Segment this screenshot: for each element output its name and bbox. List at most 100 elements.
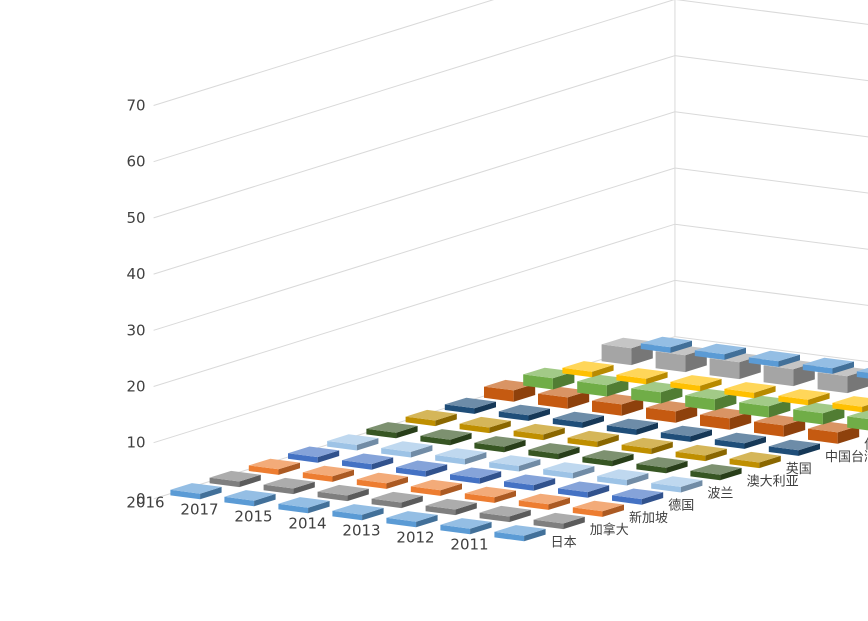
bar	[396, 460, 448, 477]
bar-top-face	[714, 432, 766, 444]
bar-side-face	[509, 509, 531, 523]
bar	[778, 389, 830, 406]
bar-front-face	[601, 344, 632, 366]
bar-side-face	[754, 385, 776, 399]
bar-top-face	[263, 477, 315, 489]
bar-front-face	[317, 491, 348, 502]
bar-top-face	[494, 525, 546, 536]
bar	[332, 504, 384, 521]
bar-front-face	[651, 483, 681, 493]
bar-front-face	[694, 350, 725, 360]
bar-top-face	[538, 386, 590, 398]
bar-top-face	[636, 457, 688, 468]
bar-front-face	[474, 442, 505, 453]
bar-front-face	[533, 519, 564, 530]
bar	[808, 421, 860, 444]
bar	[410, 479, 462, 496]
bar	[464, 486, 516, 503]
bar-front-face	[558, 488, 588, 498]
bar	[856, 367, 868, 379]
bar-side-face	[729, 411, 752, 430]
bar-front-face	[518, 500, 549, 510]
bar	[631, 381, 683, 404]
bar-side-face	[621, 397, 644, 416]
bar-top-face	[464, 486, 516, 498]
bar-top-face	[651, 476, 703, 487]
bar-side-face	[602, 504, 624, 517]
bar-side-face	[440, 483, 462, 496]
bar-top-face	[498, 404, 550, 416]
x-tick-label: 2013	[342, 521, 380, 539]
bar-top-face	[528, 443, 580, 454]
bar-side-face	[837, 425, 860, 444]
bar	[543, 462, 595, 479]
series-label: 中国台湾	[825, 449, 868, 465]
bar-side-face	[425, 464, 448, 477]
bar-front-face	[450, 474, 480, 484]
bar	[847, 409, 868, 431]
bar-front-face	[606, 425, 637, 435]
bar-side-face	[666, 460, 688, 474]
bar	[690, 464, 742, 481]
bar-side-face	[636, 422, 658, 435]
bar	[435, 448, 487, 465]
bar	[577, 374, 629, 397]
bar-top-face	[612, 488, 664, 500]
bar	[518, 493, 570, 510]
bar-side-face	[690, 429, 712, 442]
bar	[288, 446, 340, 463]
bar-front-face	[459, 423, 490, 434]
bar-front-face	[582, 456, 613, 467]
bar-front-face	[224, 496, 255, 507]
bar	[498, 404, 550, 421]
bar-front-face	[592, 400, 622, 416]
bar-side-face	[582, 415, 604, 428]
bar-top-face	[523, 367, 575, 379]
y-axis: 0 10 20 30 40 50 60 70	[126, 96, 145, 507]
bar-top-face	[366, 422, 418, 433]
bar-top-face	[606, 418, 658, 430]
x-tick-label: 2015	[234, 507, 272, 525]
gridline	[153, 0, 495, 106]
bar-front-face	[435, 455, 465, 465]
bar-front-face	[425, 505, 456, 516]
bar-top-face	[616, 368, 668, 379]
bar-top-face	[479, 505, 531, 517]
bar-front-face	[802, 364, 833, 374]
y-tick-label: 40	[126, 265, 145, 283]
bar-front-face	[332, 510, 363, 521]
bar	[646, 400, 698, 423]
bar-side-face	[543, 427, 565, 441]
bar	[729, 451, 781, 469]
bar-side-face	[714, 392, 737, 411]
bar	[459, 416, 511, 434]
bar-top-face	[489, 455, 541, 466]
bar-front-face	[670, 381, 701, 392]
bar	[317, 484, 369, 502]
bar-top-face	[646, 400, 698, 412]
bar-top-face	[459, 416, 511, 428]
bar	[489, 455, 541, 472]
bar-front-face	[832, 402, 863, 413]
bar-side-face	[808, 392, 830, 406]
bar-side-face	[646, 371, 668, 385]
bar-side-face	[474, 401, 496, 414]
bar-top-face	[700, 407, 752, 419]
bar-front-face	[381, 448, 411, 458]
bar	[444, 397, 496, 414]
bar-front-face	[631, 388, 661, 404]
y-tick-label: 30	[126, 321, 145, 339]
bar-top-face	[543, 462, 595, 473]
bar	[562, 361, 614, 378]
bar-top-face	[631, 381, 683, 393]
bar-front-face	[768, 446, 799, 456]
bar-top-face	[621, 437, 673, 449]
bar	[754, 414, 806, 437]
bar	[450, 467, 502, 484]
bar-front-face	[724, 388, 755, 399]
x-tick-label: 2012	[396, 528, 434, 546]
bar	[685, 388, 737, 411]
bar-front-face	[793, 409, 823, 425]
bar-side-face	[675, 404, 698, 423]
series-label: 加拿大	[590, 522, 629, 538]
